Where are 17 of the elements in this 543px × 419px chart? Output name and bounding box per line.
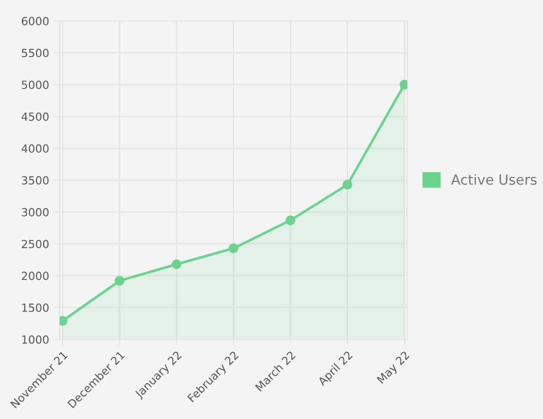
point (172, 259, 182, 270)
legend-label: Active Users (451, 174, 537, 185)
y-tick-label: 4500 (22, 112, 49, 121)
y-tick-label: 2000 (22, 272, 49, 280)
y-tick-label: 1500 (22, 304, 49, 312)
point (228, 243, 238, 254)
point (342, 180, 352, 190)
y-tick-label: 6000 (22, 16, 49, 26)
point (114, 276, 124, 286)
y-tick-label: 1000 (22, 335, 49, 344)
y-tick-label: 3500 (22, 176, 49, 185)
point (286, 215, 296, 226)
y-tick-label: 5000 (22, 80, 49, 90)
y-tick-label: 4000 (22, 144, 49, 153)
y-tick-label: 5500 (22, 48, 49, 58)
y-tick-label: 3000 (22, 208, 49, 216)
y-tick-label: 2500 (22, 240, 49, 248)
